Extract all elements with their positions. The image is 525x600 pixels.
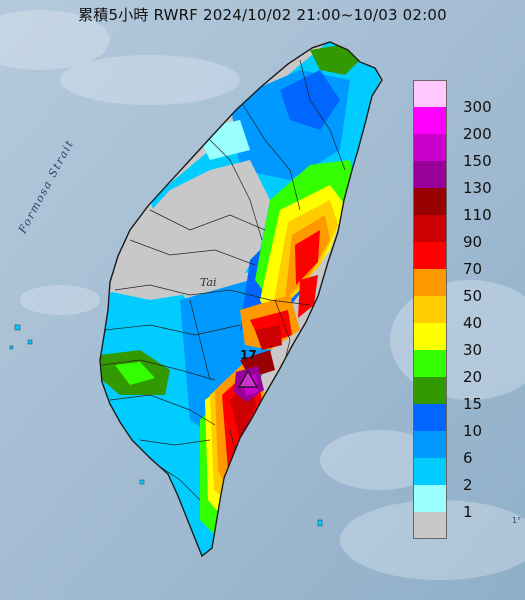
legend-label: 300: [463, 98, 492, 116]
legend-item: 70: [413, 242, 523, 278]
map-title: 累積5小時 RWRF 2024/10/02 21:00~10/03 02:00: [78, 6, 447, 24]
legend-item: 50: [413, 269, 523, 305]
triangle-station-icon: [238, 370, 258, 388]
corner-label: 1°: [512, 516, 522, 525]
legend-swatch: [413, 512, 447, 539]
legend-item: 40: [413, 296, 523, 332]
legend-swatch: [413, 404, 447, 431]
legend-swatch: [413, 485, 447, 512]
legend-label: 40: [463, 314, 483, 332]
legend-item: 150: [413, 134, 523, 170]
legend-item: 30: [413, 323, 523, 359]
legend-item: 130: [413, 161, 523, 197]
offshore-islets: [9, 324, 323, 527]
legend-item: 20: [413, 350, 523, 386]
legend-item: 110: [413, 188, 523, 224]
legend-swatch: [413, 134, 447, 161]
legend-swatch: [413, 242, 447, 269]
legend-label: 50: [463, 287, 483, 305]
legend-label: 1: [463, 503, 473, 521]
legend-swatch: [413, 161, 447, 188]
legend-label: 2: [463, 476, 473, 494]
legend-label: 15: [463, 395, 483, 413]
legend-swatch: [413, 431, 447, 458]
legend-item: 200: [413, 107, 523, 143]
legend-label: 200: [463, 125, 492, 143]
legend-label: 70: [463, 260, 483, 278]
legend-item: 6: [413, 431, 523, 467]
legend-label: 6: [463, 449, 473, 467]
legend-swatch: [413, 350, 447, 377]
legend-swatch: [413, 458, 447, 485]
legend-swatch: [413, 215, 447, 242]
legend-swatch: [413, 296, 447, 323]
legend-swatch: [413, 377, 447, 404]
legend-item: [413, 512, 523, 539]
legend-label: 20: [463, 368, 483, 386]
legend-swatch: [413, 323, 447, 350]
legend-swatch: [413, 269, 447, 296]
rainfall-legend: 300 200 150 130 110 90 70 50 40 30 20 15 10 6 2 1: [413, 80, 523, 539]
legend-item: 2: [413, 458, 523, 494]
legend-swatch: [413, 80, 447, 107]
legend-label: 110: [463, 206, 492, 224]
legend-item: 1: [413, 485, 523, 521]
legend-label: 130: [463, 179, 492, 197]
legend-item: 90: [413, 215, 523, 251]
legend-label: 10: [463, 422, 483, 440]
island-label: Tai: [200, 276, 217, 289]
station-number-label: 17: [240, 348, 257, 362]
legend-item: 10: [413, 404, 523, 440]
legend-label: 150: [463, 152, 492, 170]
legend-swatch: [413, 107, 447, 134]
legend-item: 15: [413, 377, 523, 413]
legend-swatch: [413, 188, 447, 215]
legend-label: 90: [463, 233, 483, 251]
legend-item: 300: [413, 80, 523, 116]
cloud-haze: [0, 10, 525, 580]
legend-label: 30: [463, 341, 483, 359]
